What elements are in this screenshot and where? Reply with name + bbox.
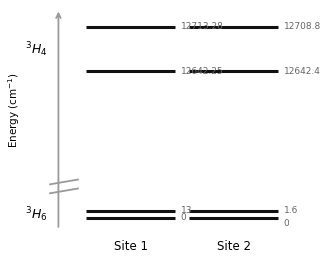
Text: 0: 0 xyxy=(284,219,289,228)
Text: 12708.8: 12708.8 xyxy=(284,22,321,31)
Text: 13: 13 xyxy=(181,206,192,215)
Text: 12713.28: 12713.28 xyxy=(181,22,224,31)
Text: $^3H_4$: $^3H_4$ xyxy=(25,40,47,59)
Text: 12642.25: 12642.25 xyxy=(181,67,223,76)
Text: Site 2: Site 2 xyxy=(217,241,251,253)
Text: 1.6: 1.6 xyxy=(284,206,298,215)
Text: 12642.4: 12642.4 xyxy=(284,67,321,76)
Text: Energy (cm$^{-1}$): Energy (cm$^{-1}$) xyxy=(6,72,22,148)
Text: $^3H_6$: $^3H_6$ xyxy=(25,205,47,224)
Text: Site 1: Site 1 xyxy=(114,241,148,253)
Text: 0: 0 xyxy=(181,213,186,222)
